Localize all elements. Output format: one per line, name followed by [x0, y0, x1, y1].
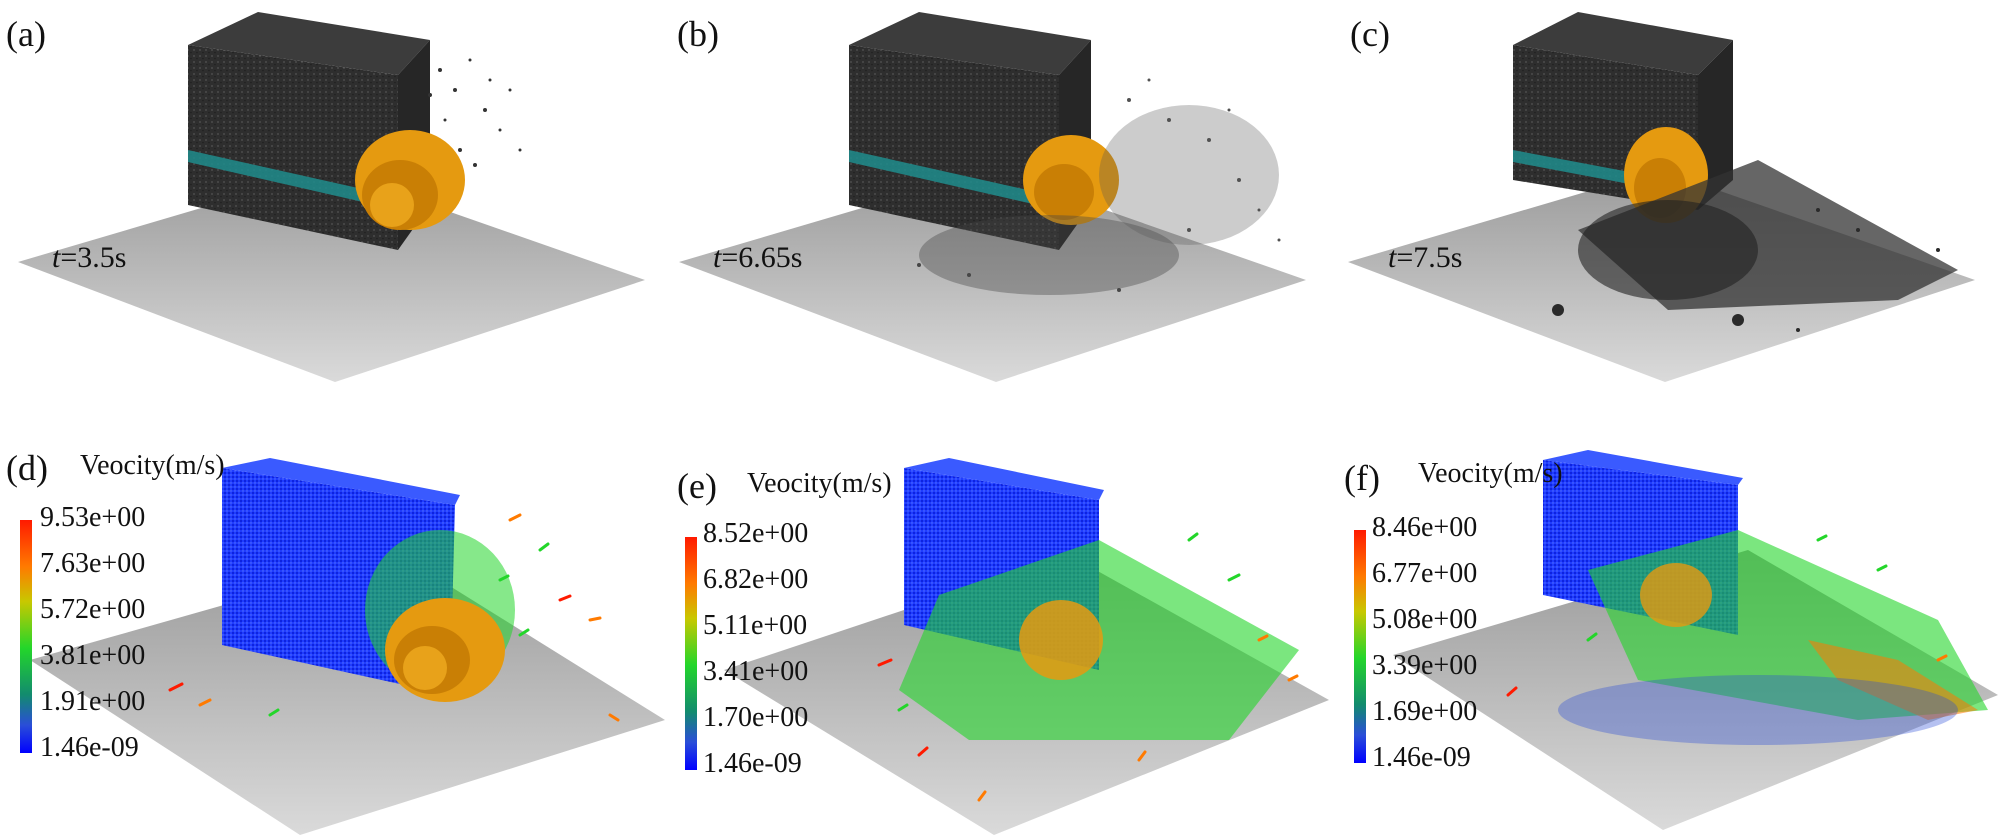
panel-d: (d) Veocity(m/s) 9.53e+00 7.63e+00 5.72e… — [0, 420, 669, 840]
velocity-orange-streak — [1808, 640, 1978, 720]
colorbar-tick: 5.08e+00 — [1372, 604, 1478, 635]
time-label: t=7.5s — [1388, 243, 1462, 273]
coal-block-front — [849, 45, 1059, 250]
legend-title: Veocity(m/s) — [747, 468, 892, 499]
velocity-colorbar — [685, 537, 697, 770]
colorbar-tick: 5.72e+00 — [40, 594, 146, 625]
time-label: t=3.5s — [52, 243, 126, 273]
colorbar-tick: 1.91e+00 — [40, 686, 146, 717]
coal-block-front — [188, 45, 398, 250]
panel-label: (f) — [1344, 458, 1380, 498]
scene-e — [724, 458, 1329, 835]
shearer-drum-icon — [385, 598, 505, 702]
time-value: =7.5s — [1396, 241, 1463, 274]
panel-c: (c) t=7.5s — [1338, 0, 2007, 420]
panel-label: (a) — [6, 14, 46, 54]
shearer-drum-icon — [1023, 135, 1119, 225]
colorbar-tick: 1.70e+00 — [703, 702, 809, 733]
debris-cloud — [917, 78, 1281, 295]
floor-plate — [679, 170, 1306, 382]
colorbar-tick: 6.82e+00 — [703, 564, 809, 595]
velocity-vectors — [877, 532, 1299, 802]
colorbar-tick: 1.46e-09 — [1372, 742, 1471, 773]
colorbar-tick: 8.52e+00 — [703, 518, 809, 549]
shearer-drum-icon — [355, 130, 465, 230]
debris-cloud — [1552, 160, 1958, 332]
coal-block-top — [1513, 12, 1733, 75]
velocity-vectors — [1506, 534, 1948, 697]
velocity-block-top — [1543, 450, 1743, 485]
scene-a — [18, 12, 645, 382]
colorbar-tick: 7.63e+00 — [40, 548, 146, 579]
velocity-block-top — [222, 458, 460, 505]
panel-label: (e) — [677, 466, 717, 506]
coal-seam-band — [188, 150, 398, 210]
shearer-drum-icon — [1019, 600, 1103, 680]
colorbar-tick: 9.53e+00 — [40, 502, 146, 533]
panel-f: (f) Veocity(m/s) 8.46e+00 6.77e+00 5.08e… — [1338, 420, 2007, 840]
colorbar-tick: 3.41e+00 — [703, 656, 809, 687]
colorbar-tick: 8.46e+00 — [1372, 512, 1478, 543]
colorbar-tick: 1.69e+00 — [1372, 696, 1478, 727]
velocity-colorbar — [20, 520, 32, 753]
panel-label: (b) — [677, 14, 719, 54]
panel-a: (a) t=3.5s — [0, 0, 669, 420]
velocity-blue-scatter — [1558, 675, 1958, 745]
time-value: =3.5s — [60, 241, 127, 274]
coal-seam-band — [849, 150, 1059, 210]
time-symbol: t — [713, 241, 722, 274]
colorbar-tick: 1.46e-09 — [40, 732, 139, 763]
colorbar-tick: 6.77e+00 — [1372, 558, 1478, 589]
scene-d — [30, 458, 665, 835]
panel-label: (c) — [1350, 14, 1390, 54]
velocity-block-top — [904, 458, 1104, 500]
colorbar-tick: 3.39e+00 — [1372, 650, 1478, 681]
colorbar-tick: 3.81e+00 — [40, 640, 146, 671]
legend-title: Veocity(m/s) — [80, 450, 225, 481]
time-symbol: t — [52, 241, 61, 274]
scene-f — [1393, 450, 1998, 830]
panel-b: (b) t=6.65s — [669, 0, 1338, 420]
shearer-drum-icon — [1640, 563, 1712, 627]
panel-label: (d) — [6, 448, 48, 488]
time-label: t=6.65s — [713, 243, 802, 273]
scene-c — [1348, 12, 1975, 382]
velocity-vectors — [168, 513, 620, 722]
time-value: =6.65s — [721, 241, 803, 274]
coal-block-top — [849, 12, 1091, 75]
time-symbol: t — [1388, 241, 1397, 274]
legend-title: Veocity(m/s) — [1418, 458, 1563, 489]
velocity-colorbar — [1354, 530, 1366, 763]
particle-spray — [428, 58, 522, 167]
panel-e: (e) Veocity(m/s) 8.52e+00 6.82e+00 5.11e… — [669, 420, 1338, 840]
coal-block-top — [188, 12, 430, 75]
colorbar-tick: 5.11e+00 — [703, 610, 808, 641]
floor-plate — [18, 170, 645, 382]
scene-b — [679, 12, 1306, 382]
colorbar-tick: 1.46e-09 — [703, 748, 802, 779]
